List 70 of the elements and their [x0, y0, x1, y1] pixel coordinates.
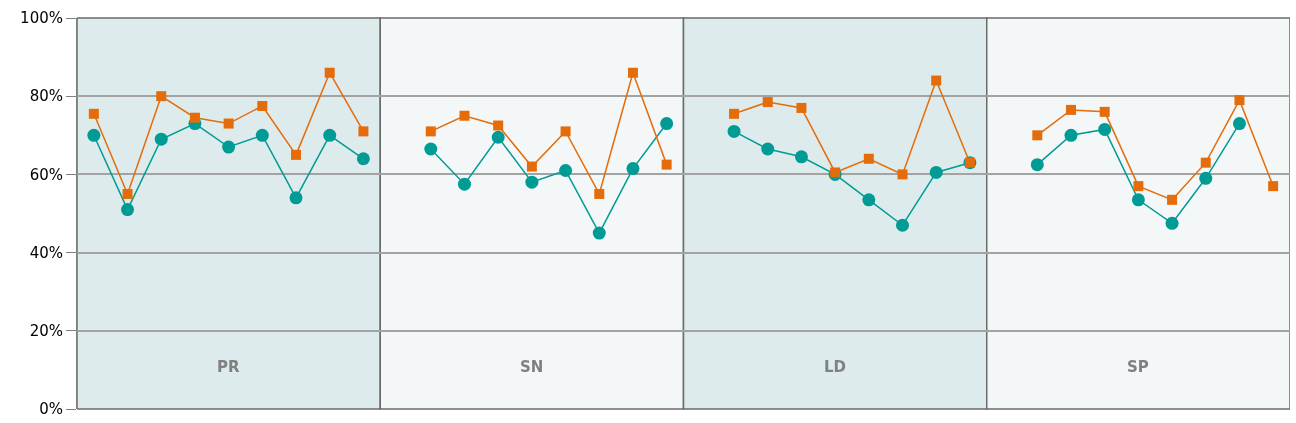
x-tick-label: SP: [1127, 358, 1149, 376]
point: [1131, 193, 1145, 207]
point: [1234, 95, 1245, 106]
point: [122, 188, 133, 199]
y-tick-label: 60%: [29, 165, 63, 184]
point: [761, 142, 775, 156]
point: [660, 117, 674, 131]
y-tick-label: 20%: [29, 322, 63, 341]
point: [88, 108, 99, 119]
point: [727, 124, 741, 138]
point: [729, 108, 740, 119]
point: [358, 126, 369, 137]
point: [525, 175, 539, 189]
point: [1133, 181, 1144, 192]
point: [1167, 194, 1178, 205]
point: [863, 153, 874, 164]
point: [627, 67, 638, 78]
x-tick-label: SN: [520, 358, 544, 376]
point: [1199, 171, 1213, 185]
point: [1200, 157, 1211, 168]
point: [1232, 117, 1246, 131]
point: [1064, 128, 1078, 142]
point: [324, 67, 335, 78]
point: [458, 177, 471, 191]
point: [356, 152, 370, 166]
point: [1098, 122, 1112, 136]
point: [189, 112, 200, 123]
point: [493, 120, 504, 131]
point: [255, 128, 269, 142]
point: [1030, 158, 1044, 172]
point: [897, 169, 908, 180]
y-tick-label: 80%: [29, 87, 63, 106]
point: [222, 140, 236, 154]
point: [592, 226, 606, 240]
point: [491, 130, 505, 144]
point: [931, 75, 942, 86]
point: [862, 193, 876, 207]
point: [257, 100, 268, 111]
y-tick-label: 0%: [39, 400, 63, 419]
point: [929, 165, 943, 179]
point: [1032, 130, 1043, 141]
point: [323, 128, 337, 142]
point: [459, 110, 470, 121]
y-tick-label: 40%: [29, 243, 63, 262]
x-tick-label: LD: [824, 358, 847, 376]
y-tick-label: 100%: [20, 9, 63, 28]
point: [560, 126, 571, 137]
point: [289, 191, 303, 205]
point: [1099, 106, 1110, 117]
point: [1065, 104, 1076, 115]
point: [661, 159, 672, 170]
point: [794, 150, 808, 164]
point: [796, 102, 807, 113]
point: [87, 128, 101, 142]
point: [154, 132, 168, 146]
point: [424, 142, 438, 156]
point: [425, 126, 436, 137]
point: [156, 91, 167, 102]
point: [121, 203, 135, 217]
point: [223, 118, 234, 129]
x-tick-label: PR: [217, 358, 240, 376]
point: [526, 161, 537, 172]
point: [594, 188, 605, 199]
point: [1268, 181, 1279, 192]
point: [626, 162, 640, 176]
point: [896, 218, 910, 232]
point: [291, 149, 302, 160]
point: [1165, 216, 1179, 230]
point: [762, 97, 773, 108]
point: [559, 163, 573, 177]
